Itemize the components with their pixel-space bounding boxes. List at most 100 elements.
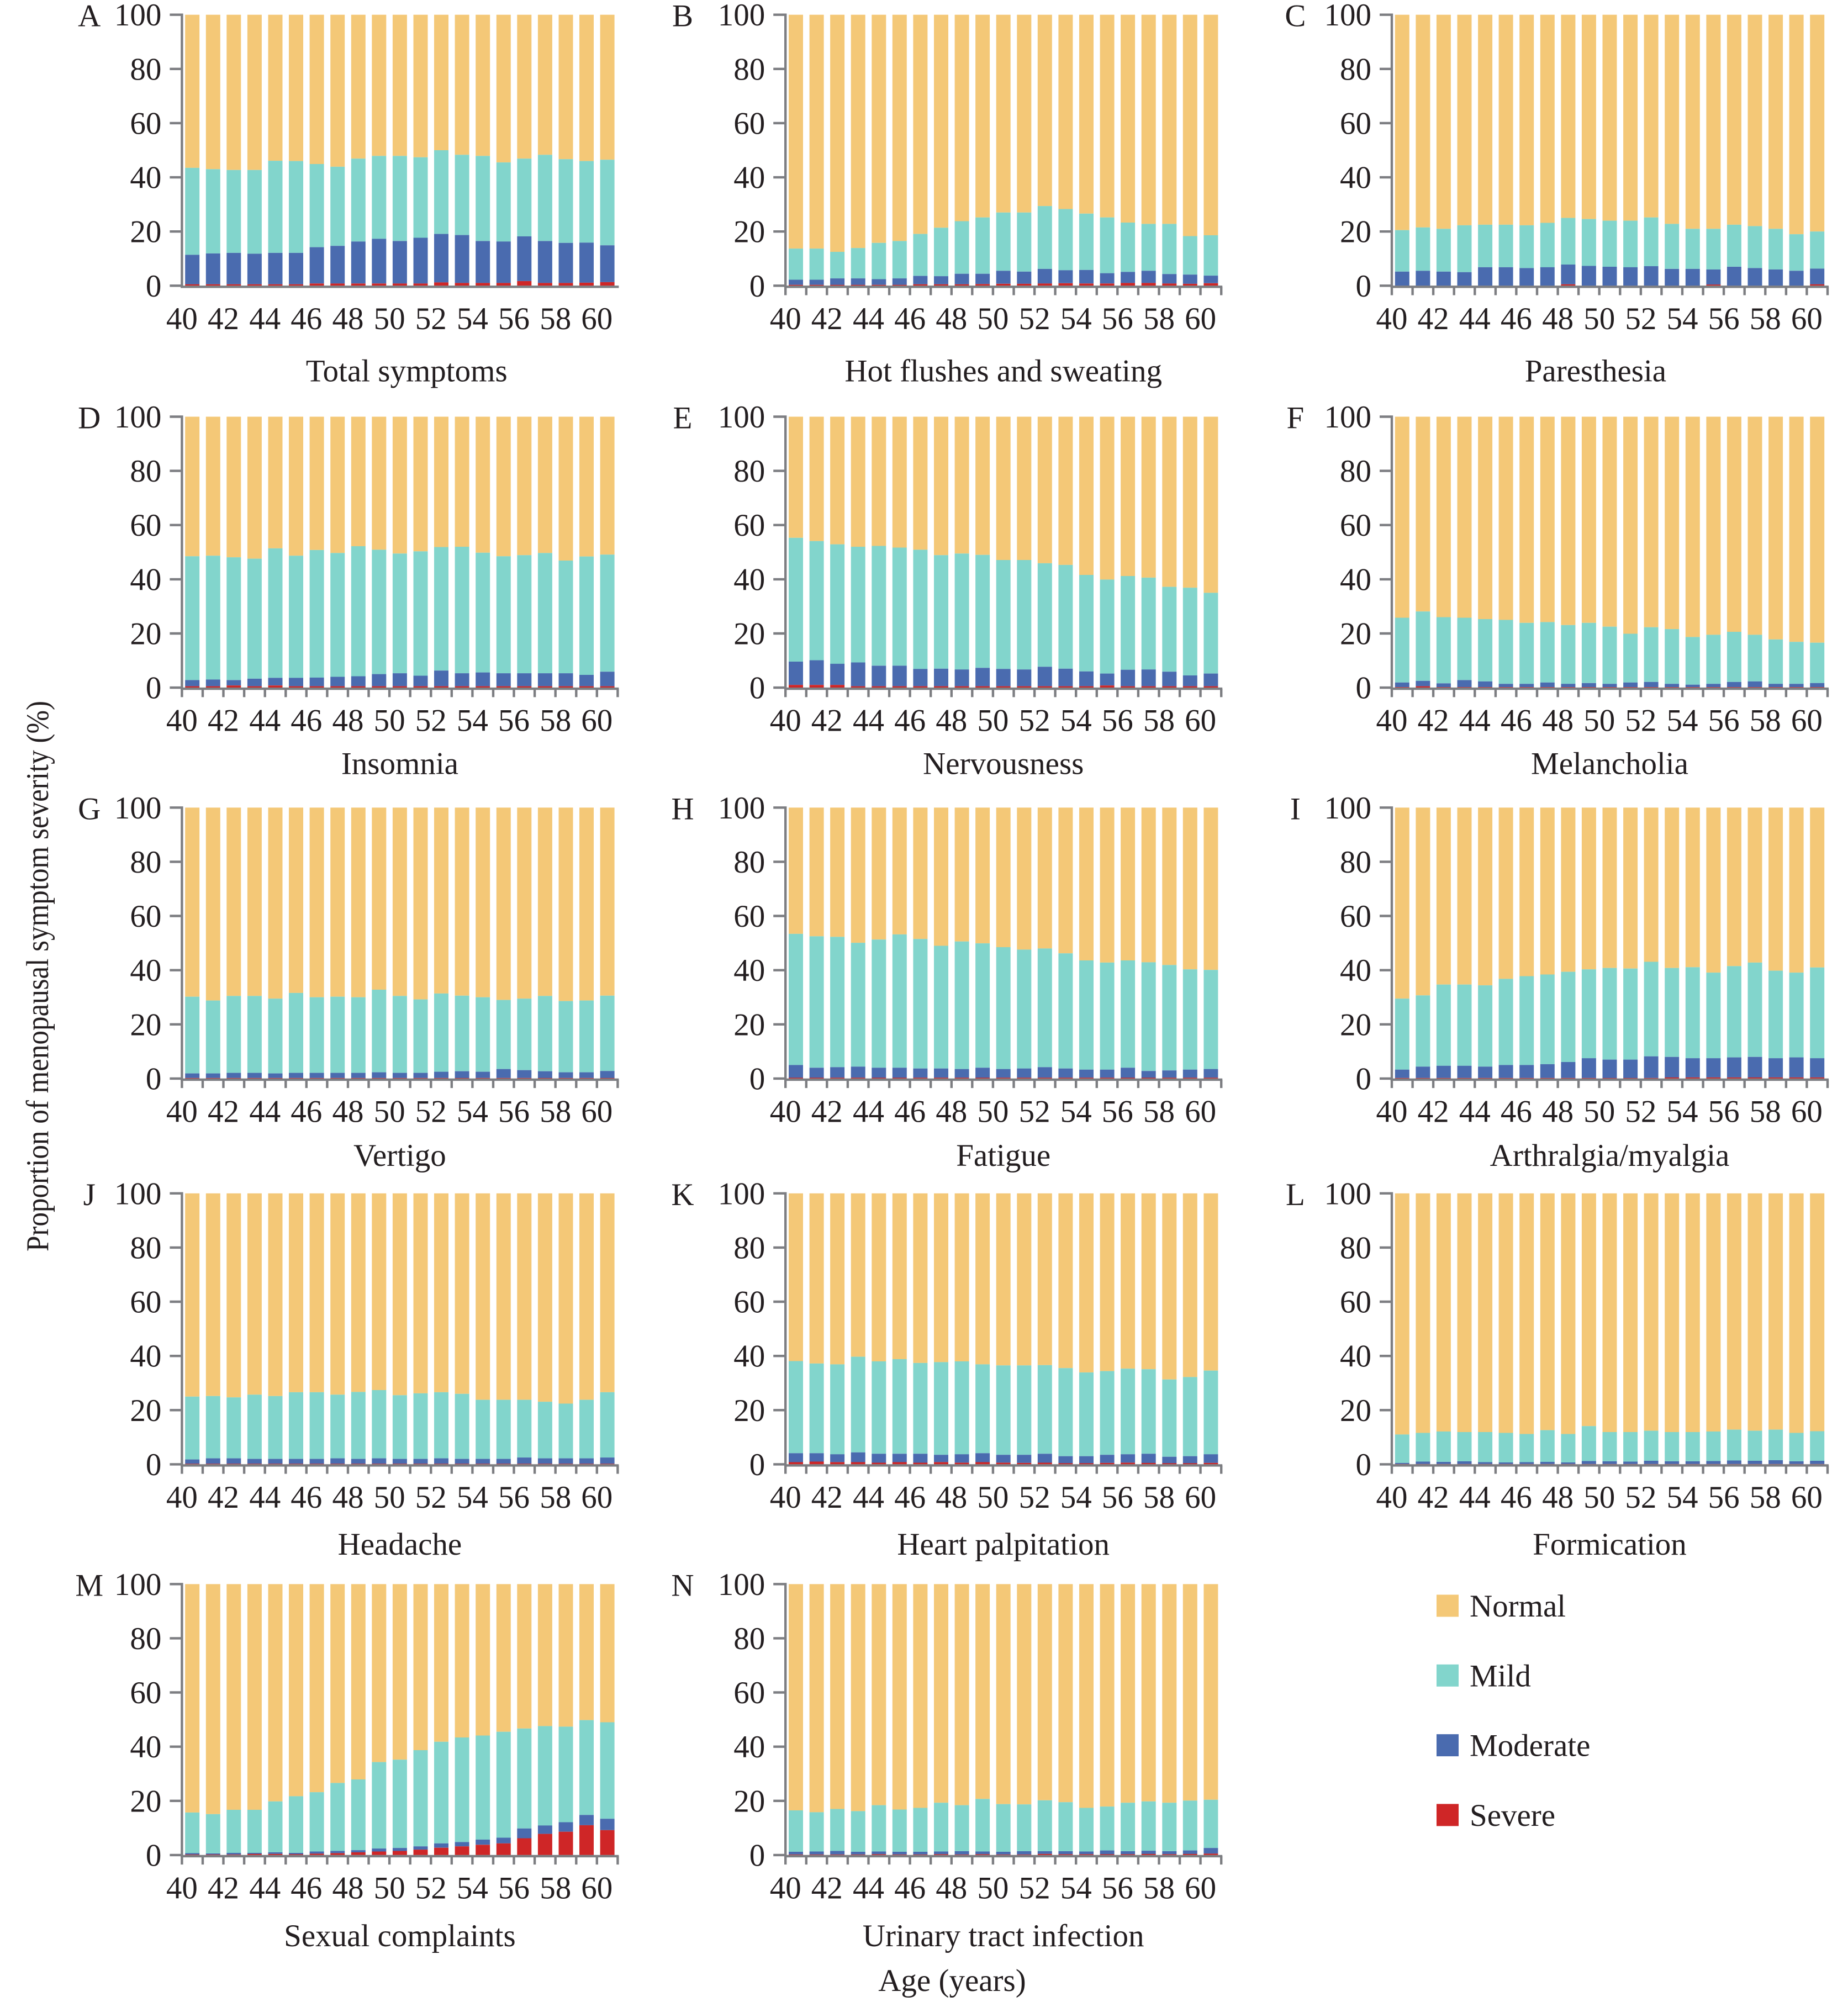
svg-text:42: 42 — [1418, 1094, 1449, 1129]
svg-text:80: 80 — [733, 845, 765, 880]
svg-text:40: 40 — [733, 1339, 765, 1374]
svg-text:K: K — [671, 1177, 694, 1212]
svg-text:60: 60 — [130, 508, 161, 543]
svg-text:56: 56 — [1708, 704, 1740, 738]
svg-text:54: 54 — [1060, 1871, 1092, 1905]
svg-text:0: 0 — [146, 671, 162, 706]
svg-text:40: 40 — [166, 1871, 198, 1905]
svg-text:Hot flushes and sweating: Hot flushes and sweating — [844, 353, 1162, 388]
svg-text:54: 54 — [1667, 704, 1698, 738]
svg-text:0: 0 — [1356, 1061, 1372, 1096]
svg-text:0: 0 — [749, 671, 765, 706]
svg-text:54: 54 — [457, 1480, 488, 1515]
svg-text:40: 40 — [770, 1094, 801, 1129]
svg-text:50: 50 — [374, 1871, 405, 1905]
svg-text:N: N — [671, 1568, 694, 1603]
svg-text:60: 60 — [1185, 1871, 1216, 1905]
svg-text:H: H — [671, 791, 694, 826]
svg-text:80: 80 — [733, 454, 765, 489]
svg-text:G: G — [78, 791, 101, 826]
svg-text:F: F — [1287, 401, 1305, 436]
svg-text:Nervousness: Nervousness — [923, 746, 1084, 781]
svg-text:42: 42 — [1418, 704, 1449, 738]
svg-text:58: 58 — [1750, 302, 1781, 336]
svg-text:Headache: Headache — [338, 1527, 462, 1562]
svg-text:54: 54 — [457, 302, 488, 336]
svg-text:80: 80 — [130, 1230, 161, 1265]
svg-text:0: 0 — [146, 1061, 162, 1096]
svg-text:44: 44 — [249, 1871, 281, 1905]
svg-text:52: 52 — [1625, 302, 1656, 336]
svg-text:40: 40 — [1340, 161, 1371, 196]
svg-text:40: 40 — [770, 1480, 801, 1515]
svg-text:40: 40 — [770, 1871, 801, 1905]
svg-text:44: 44 — [249, 1094, 281, 1129]
svg-text:Total symptoms: Total symptoms — [306, 353, 508, 388]
svg-text:42: 42 — [208, 704, 239, 738]
svg-text:48: 48 — [1542, 1094, 1574, 1129]
svg-text:20: 20 — [733, 1393, 765, 1428]
svg-text:52: 52 — [1019, 1871, 1050, 1905]
svg-text:40: 40 — [130, 953, 161, 988]
svg-text:40: 40 — [1340, 562, 1371, 597]
svg-text:100: 100 — [718, 1176, 765, 1211]
svg-text:100: 100 — [718, 400, 765, 435]
svg-text:58: 58 — [1750, 1480, 1781, 1515]
svg-text:56: 56 — [498, 704, 530, 738]
svg-text:46: 46 — [894, 1094, 926, 1129]
svg-text:20: 20 — [130, 215, 161, 250]
svg-text:100: 100 — [718, 0, 765, 33]
svg-text:44: 44 — [249, 704, 281, 738]
svg-text:54: 54 — [457, 1871, 488, 1905]
svg-text:42: 42 — [1418, 1480, 1449, 1515]
svg-text:40: 40 — [130, 1730, 161, 1765]
svg-text:20: 20 — [733, 617, 765, 652]
svg-text:100: 100 — [114, 400, 162, 435]
svg-text:Severe: Severe — [1470, 1798, 1555, 1833]
svg-text:60: 60 — [1340, 899, 1371, 934]
svg-text:60: 60 — [1185, 704, 1216, 738]
svg-text:E: E — [673, 401, 693, 436]
svg-text:50: 50 — [374, 302, 405, 336]
svg-text:60: 60 — [130, 106, 161, 141]
svg-text:0: 0 — [1356, 671, 1372, 706]
svg-text:46: 46 — [291, 704, 322, 738]
svg-text:60: 60 — [581, 1871, 613, 1905]
svg-text:0: 0 — [146, 1838, 162, 1873]
svg-text:56: 56 — [1102, 1094, 1133, 1129]
svg-text:50: 50 — [374, 1094, 405, 1129]
svg-text:40: 40 — [166, 302, 198, 336]
svg-text:52: 52 — [1625, 1094, 1656, 1129]
svg-text:100: 100 — [1324, 0, 1372, 33]
svg-text:50: 50 — [1583, 1094, 1615, 1129]
svg-text:80: 80 — [1340, 845, 1371, 880]
svg-text:48: 48 — [936, 302, 967, 336]
svg-text:52: 52 — [1625, 704, 1656, 738]
svg-text:Age (years): Age (years) — [878, 1963, 1026, 1998]
svg-text:52: 52 — [1019, 704, 1050, 738]
svg-text:58: 58 — [1750, 704, 1781, 738]
svg-text:Mild: Mild — [1470, 1658, 1531, 1693]
svg-text:48: 48 — [936, 1094, 967, 1129]
svg-text:56: 56 — [1102, 1871, 1133, 1905]
svg-text:56: 56 — [1708, 1094, 1740, 1129]
svg-text:B: B — [672, 0, 693, 34]
svg-text:60: 60 — [733, 508, 765, 543]
svg-text:48: 48 — [1542, 1480, 1574, 1515]
svg-text:80: 80 — [1340, 454, 1371, 489]
svg-text:80: 80 — [1340, 52, 1371, 87]
svg-text:50: 50 — [374, 1480, 405, 1515]
svg-text:54: 54 — [1060, 302, 1092, 336]
svg-text:40: 40 — [770, 704, 801, 738]
svg-text:40: 40 — [1376, 302, 1408, 336]
svg-text:54: 54 — [1060, 1094, 1092, 1129]
svg-text:56: 56 — [1102, 1480, 1133, 1515]
svg-text:40: 40 — [1376, 1094, 1408, 1129]
svg-text:Formication: Formication — [1533, 1527, 1687, 1562]
svg-text:56: 56 — [1102, 704, 1133, 738]
svg-text:20: 20 — [733, 1784, 765, 1819]
svg-text:58: 58 — [1143, 1094, 1175, 1129]
svg-text:50: 50 — [1583, 704, 1615, 738]
svg-text:60: 60 — [733, 899, 765, 934]
svg-text:60: 60 — [733, 106, 765, 141]
